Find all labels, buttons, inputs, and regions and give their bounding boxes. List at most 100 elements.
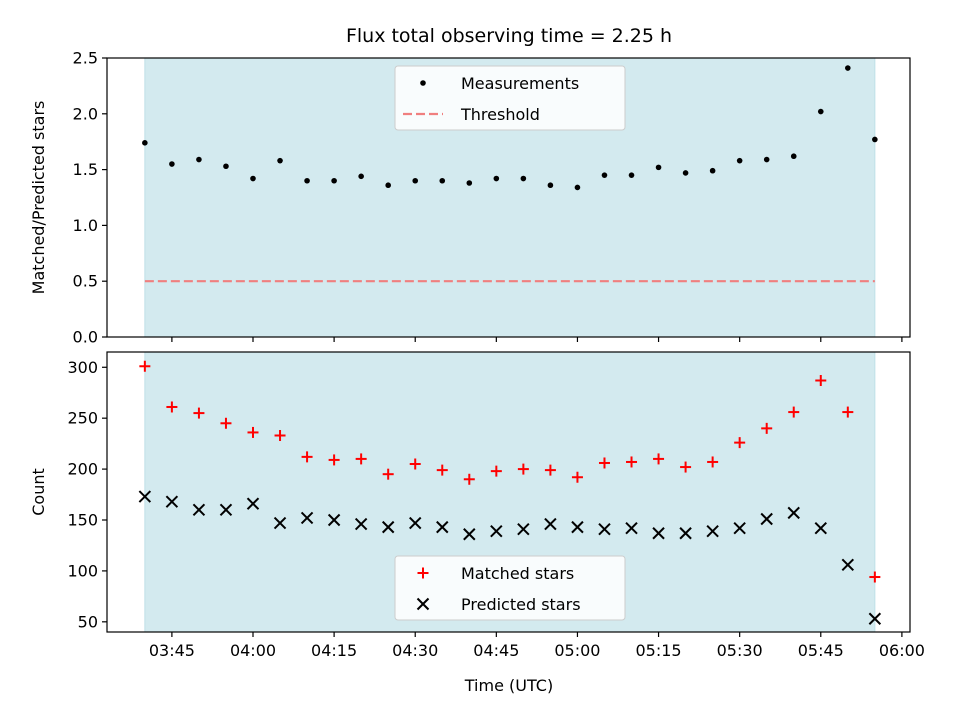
x-tick-label: 04:45 (473, 641, 519, 660)
ratio-measurements-point (196, 156, 202, 163)
count-y-axis-title: Count (29, 468, 48, 516)
count-y-tick-label: 250 (67, 409, 98, 428)
count-predicted-stars-point-b (517, 522, 530, 536)
count-matched-stars-point (571, 471, 583, 483)
count-predicted-stars-point-b (571, 520, 584, 534)
count-matched-stars-point (653, 453, 665, 465)
ratio-measurements-point (547, 182, 554, 189)
ratio-measurements-point (466, 180, 473, 186)
count-matched-stars-point (707, 456, 719, 468)
count-predicted-stars-point-b (354, 517, 368, 531)
count-predicted-stars-point (841, 558, 855, 572)
count-predicted-stars-point-b (760, 512, 773, 526)
ratio-axes-frame (106, 57, 911, 338)
ratio-measurements-point (169, 161, 175, 167)
x-tick-label: 04:00 (230, 641, 276, 660)
x-tick-label: 05:30 (717, 641, 763, 660)
count-matched-stars-point (788, 406, 800, 418)
ratio-measurements-point (682, 170, 689, 176)
count-matched-stars-point (301, 451, 313, 463)
x-tick-label: 03:45 (149, 641, 195, 660)
count-matched-stars-point (680, 461, 692, 473)
x-tick-label: 04:15 (311, 641, 357, 660)
ratio-legend-box (394, 65, 626, 131)
ratio-legend-measurements-label: Measurements (461, 74, 579, 93)
count-matched-stars-point (139, 360, 151, 372)
count-matched-stars-point (734, 437, 746, 449)
count-predicted-stars-point (517, 522, 530, 536)
ratio-measurements-point (655, 164, 662, 171)
ratio-measurements-point (358, 173, 364, 180)
count-matched-stars-point (598, 457, 610, 469)
ratio-y-tick-label: 2.0 (73, 104, 98, 123)
ratio-y-tick-label: 0.0 (73, 328, 98, 347)
ratio-measurements-point (142, 140, 148, 146)
ratio-y-axis-title: Matched/Predicted stars (29, 101, 48, 295)
ratio-measurements-point (601, 172, 608, 178)
count-matched-stars-point (436, 464, 448, 476)
count-predicted-stars-point-b (327, 513, 341, 527)
ratio-y-tick-label: 1.5 (73, 160, 98, 179)
count-predicted-stars-point-b (273, 516, 287, 530)
count-y-tick-label: 100 (67, 561, 98, 580)
ratio-measurements-point (223, 163, 229, 170)
count-predicted-stars-point (219, 503, 233, 517)
x-axis-title: Time (UTC) (464, 676, 553, 695)
count-predicted-stars-point-b (300, 511, 314, 525)
count-matched-stars-point (869, 571, 881, 583)
count-predicted-stars-point (192, 503, 206, 517)
count-matched-stars-point (409, 458, 421, 470)
count-predicted-stars-point (165, 495, 179, 508)
count-matched-stars-point (815, 375, 827, 387)
count-panel: 50 100 150 200 250 300 Count 03:45 04:00 04:15 04:… (29, 351, 925, 660)
count-matched-stars-point (842, 406, 854, 418)
count-y-tick-label: 200 (67, 460, 98, 479)
count-predicted-stars-point-b (490, 524, 503, 538)
count-matched-stars-point (247, 426, 259, 438)
count-legend-matched-stars-label: Matched stars (461, 564, 574, 583)
count-y-tick-label: 50 (78, 612, 98, 631)
count-predicted-stars-point (814, 521, 827, 535)
x-tick-label: 05:00 (554, 641, 600, 660)
chart-title: Flux total observing time = 2.25 h (346, 25, 672, 47)
count-matched-stars-point (544, 464, 556, 476)
count-matched-stars-point (490, 465, 502, 477)
ratio-measurements-point (520, 175, 527, 182)
count-predicted-stars-point-b (679, 527, 692, 540)
count-matched-stars-point (626, 456, 638, 468)
count-predicted-stars-point (436, 520, 449, 534)
count-predicted-stars-point-b (868, 612, 882, 625)
count-legend-predicted-stars-label: Predicted stars (461, 595, 581, 614)
count-legend-predicted-stars-swatch-b (416, 597, 430, 611)
ratio-legend: Measurements Threshold (394, 65, 626, 131)
count-predicted-stars-point (787, 506, 800, 520)
count-predicted-stars-point (409, 516, 422, 530)
count-predicted-stars-point-b (165, 495, 179, 508)
count-y-tick-label: 300 (67, 358, 98, 377)
count-predicted-stars-point (706, 524, 719, 538)
count-predicted-stars-point-b (787, 506, 800, 520)
ratio-measurements-point (304, 177, 310, 184)
count-predicted-stars-point (300, 511, 314, 525)
count-matched-stars-point (382, 468, 394, 480)
count-predicted-stars-point (354, 517, 368, 531)
ratio-legend-threshold-label: Threshold (460, 105, 540, 124)
count-matched-stars-point (274, 429, 286, 441)
ratio-legend-measurements-swatch (420, 80, 426, 86)
count-matched-stars-point (193, 407, 205, 419)
ratio-measurements-point (872, 136, 878, 143)
ratio-measurements-point (790, 153, 797, 160)
count-predicted-stars-point (625, 521, 638, 535)
count-predicted-stars-point-b (409, 516, 422, 530)
count-legend-box (394, 555, 626, 621)
count-predicted-stars-point-b (381, 520, 395, 534)
count-predicted-stars-point-b (841, 558, 855, 572)
ratio-measurements-point (736, 157, 743, 164)
count-predicted-stars-point (327, 513, 341, 527)
count-predicted-stars-point (381, 520, 395, 534)
count-predicted-stars-point (598, 522, 611, 536)
count-predicted-stars-point-b (138, 490, 152, 503)
count-legend-matched-stars-swatch (417, 567, 429, 579)
count-predicted-stars-point (868, 612, 882, 625)
count-predicted-stars-point-b (733, 521, 746, 535)
